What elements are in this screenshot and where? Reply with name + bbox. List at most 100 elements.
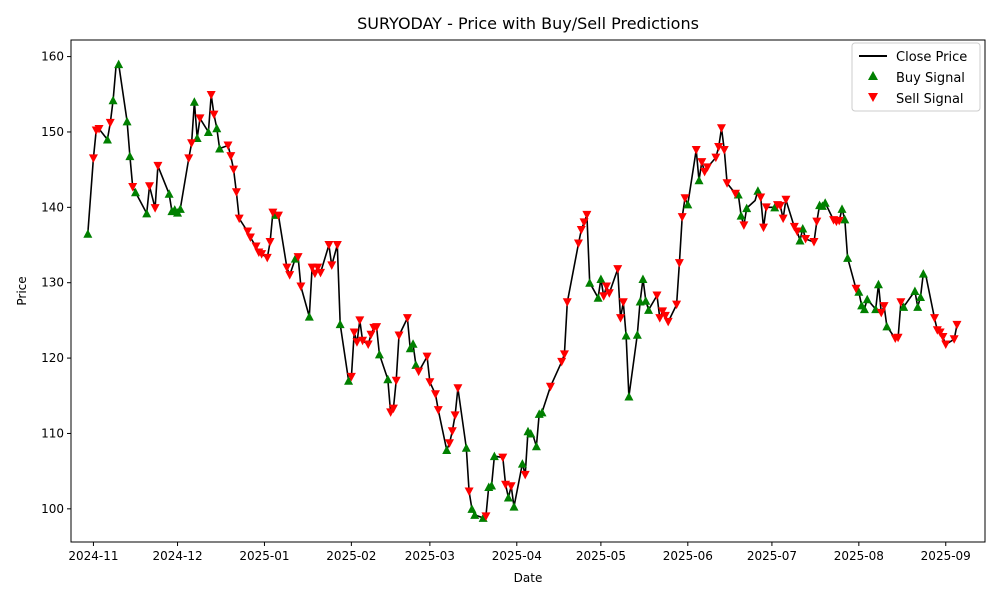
sell-signal-marker (789, 222, 799, 232)
buy-signal-marker (840, 214, 850, 224)
buy-signal-marker (470, 510, 480, 519)
sell-signal-marker (616, 314, 626, 323)
buy-signal-marker (212, 123, 222, 133)
sell-signal-marker (234, 214, 244, 224)
buy-signal-marker (304, 312, 314, 321)
sell-signal-marker (677, 213, 687, 222)
buy-signal-marker (916, 292, 926, 302)
buy-signal-marker (736, 211, 746, 220)
x-tick-label: 2025-08 (834, 549, 884, 563)
buy-signal-marker (411, 360, 421, 369)
sell-signal-marker (88, 154, 98, 163)
buy-signal-marker (461, 443, 471, 452)
sell-signal-marker (739, 221, 749, 230)
legend-buy-label: Buy Signal (896, 71, 965, 86)
sell-signal-marker (195, 114, 205, 123)
buy-signal-marker (593, 293, 603, 302)
sell-signal-marker (310, 269, 320, 279)
x-tick-label: 2025-02 (326, 549, 376, 563)
sell-signal-marker (293, 253, 303, 262)
sell-signal-marker (453, 384, 463, 393)
sell-signal-marker (358, 336, 368, 346)
sell-signal-marker (722, 179, 732, 188)
sell-signal-marker (229, 165, 239, 175)
sell-signal-marker (557, 357, 567, 367)
sell-signal-marker (691, 146, 701, 155)
buy-signal-marker (442, 445, 452, 455)
sell-signal-marker (562, 298, 572, 307)
buy-signal-marker (509, 502, 519, 511)
buy-signal-marker (83, 229, 93, 238)
sell-signal-marker (346, 372, 356, 382)
buy-signal-marker (624, 392, 634, 401)
buy-signal-marker (795, 235, 805, 245)
chart-title: SURYODAY - Price with Buy/Sell Predictio… (357, 14, 699, 33)
sell-signal-marker (128, 182, 138, 192)
y-tick-label: 140 (41, 200, 64, 214)
sell-signal-marker (231, 188, 241, 197)
buy-signal-marker (517, 459, 527, 468)
y-tick-label: 110 (41, 426, 64, 440)
sell-signal-marker (447, 427, 457, 436)
sell-signal-marker (153, 161, 163, 171)
sell-signal-marker (285, 271, 295, 280)
buy-signal-marker (862, 294, 872, 304)
sell-signal-marker (716, 124, 726, 133)
sell-signal-marker (332, 241, 342, 250)
buy-signal-marker (142, 208, 152, 218)
sell-signal-marker (450, 411, 460, 420)
sell-signal-marker (391, 376, 401, 386)
buy-signal-marker (753, 186, 763, 195)
sell-signal-marker (801, 234, 811, 244)
buy-signal-marker (344, 376, 354, 385)
buy-signal-marker (503, 493, 513, 502)
close-price-line (87, 63, 958, 519)
sell-signal-marker (809, 238, 819, 247)
sell-signal-marker (209, 110, 219, 120)
buy-signal-marker (526, 428, 536, 438)
sell-signal-marker (226, 152, 236, 161)
buy-signal-marker (374, 349, 384, 359)
sell-signal-marker (352, 338, 362, 347)
sell-signal-marker (349, 328, 359, 337)
buy-signal-marker (125, 151, 135, 161)
buy-signal-marker (873, 279, 883, 289)
buy-signal-marker (820, 198, 830, 207)
sell-signal-marker (262, 253, 272, 263)
sell-signal-marker (834, 216, 844, 226)
sell-signal-marker (781, 195, 791, 205)
sell-signal-marker (184, 154, 194, 163)
x-tick-label: 2024-11 (68, 549, 118, 563)
x-axis: 2024-11 2024-12 2025-01 2025-02 2025-03 2025-… (68, 542, 971, 563)
sell-signal-marker (324, 241, 334, 250)
sell-signal-marker (672, 300, 682, 310)
buy-signal-marker (215, 144, 225, 153)
sell-signal-marker (674, 259, 684, 268)
y-tick-label: 130 (41, 276, 64, 290)
sell-signal-marker (618, 298, 628, 307)
x-tick-label: 2025-09 (921, 549, 971, 563)
sell-signal-marker (658, 307, 668, 316)
sell-signal-marker (599, 292, 609, 301)
buy-signal-marker (164, 189, 174, 198)
sell-signal-marker (759, 223, 769, 233)
buy-signal-marker (130, 187, 140, 197)
sell-signal-marker (680, 194, 690, 203)
x-axis-label: Date (514, 571, 543, 585)
buy-signal-marker (405, 343, 415, 353)
sell-signal-marker (660, 311, 670, 321)
x-tick-label: 2025-03 (405, 549, 455, 563)
buy-signal-marker (537, 407, 547, 417)
sell-signal-marker (573, 239, 583, 249)
sell-signal-marker (388, 404, 398, 414)
sell-signal-marker (778, 214, 788, 224)
sell-signal-marker (498, 453, 508, 463)
buy-signal-marker (203, 127, 213, 136)
sell-signal-marker (520, 470, 530, 480)
legend-buy-marker (868, 71, 878, 80)
buy-signal-marker (102, 134, 112, 144)
sell-signal-marker (223, 141, 233, 151)
buy-signal-marker (585, 278, 595, 287)
sell-signal-marker (756, 193, 766, 203)
legend: Close Price Buy Signal Sell Signal (851, 42, 981, 112)
